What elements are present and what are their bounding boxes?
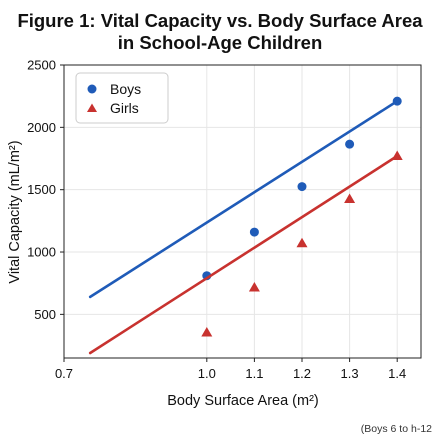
footnote: (Boys 6 to h-12 [361, 423, 432, 435]
x-axis-ticks: 0.7 1.0 1.1 1.2 1.3 1.4 [55, 358, 406, 381]
y-tick-label-0: 500 [34, 307, 56, 322]
legend-label-girls: Girls [110, 100, 139, 116]
plot-frame [63, 64, 422, 359]
series-boys [88, 96, 402, 299]
legend-box [75, 72, 169, 124]
x-tick-label-3: 1.2 [293, 366, 311, 381]
legend-marker-boys [87, 84, 97, 94]
point-girls-1 [248, 282, 260, 292]
x-tick-label-2: 1.1 [245, 366, 263, 381]
point-girls-0 [201, 326, 213, 337]
point-boys-3 [345, 139, 355, 149]
point-boys-4 [392, 96, 402, 106]
chart-title-line-2: in School-Age Children [118, 32, 323, 53]
y-tick-label-2: 1500 [27, 182, 56, 197]
legend: Boys Girls [75, 72, 169, 124]
legend-marker-girls [87, 103, 97, 112]
point-boys-2 [297, 182, 307, 192]
point-girls-2 [296, 237, 308, 248]
x-tick-label-0: 0.7 [55, 366, 73, 381]
point-girls-3 [344, 193, 356, 204]
fit-line-boys [88, 99, 399, 299]
x-axis-label: Body Surface Area (m²) [167, 393, 319, 409]
y-axis-label: Vital Capacity (mL/m²) [7, 140, 23, 283]
fit-line-girls [88, 154, 399, 355]
y-tick-label-3: 2000 [27, 120, 56, 135]
point-boys-1 [249, 227, 259, 237]
chart-title-line-1: Figure 1: Vital Capacity vs. Body Surfac… [17, 10, 423, 31]
y-tick-label-4: 2500 [27, 58, 56, 73]
point-girls-4 [391, 150, 403, 161]
x-tick-label-1: 1.0 [198, 366, 216, 381]
y-axis-ticks: 500 1000 1500 2000 2500 [27, 58, 64, 322]
x-tick-label-5: 1.4 [388, 366, 406, 381]
series-layer [88, 96, 403, 355]
series-girls [88, 150, 403, 355]
x-tick-label-4: 1.3 [341, 366, 359, 381]
y-tick-label-1: 1000 [27, 245, 56, 260]
legend-label-boys: Boys [110, 81, 141, 97]
